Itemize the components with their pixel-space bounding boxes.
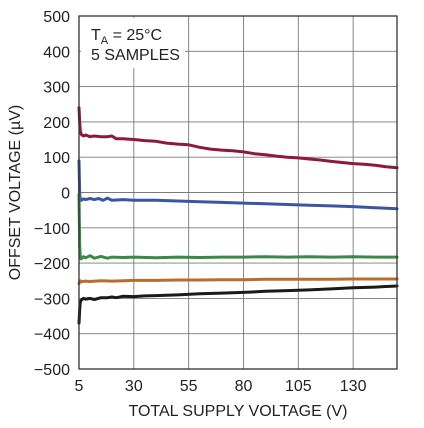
y-tick-label: 500 bbox=[43, 9, 70, 26]
plot-frame bbox=[78, 15, 398, 370]
x-axis-title: TOTAL SUPPLY VOLTAGE (V) bbox=[128, 403, 347, 420]
x-tick-label: 105 bbox=[285, 378, 312, 395]
y-tick-label: −500 bbox=[34, 362, 70, 379]
annotation-subscript: A bbox=[101, 35, 109, 47]
x-tick-label: 5 bbox=[75, 378, 84, 395]
y-tick-label: 300 bbox=[43, 80, 70, 97]
x-tick-label: 55 bbox=[180, 378, 198, 395]
grid-layer bbox=[78, 15, 397, 370]
series-line-1 bbox=[77, 106, 399, 170]
y-tick-label: −400 bbox=[34, 327, 70, 344]
x-tick-labels: 5 30 55 80 105 130 bbox=[75, 378, 367, 395]
series-line-2 bbox=[77, 159, 399, 211]
y-tick-label: −200 bbox=[34, 256, 70, 273]
annotation-background bbox=[81, 18, 185, 68]
annotation-temperature: TA = 25°C bbox=[91, 27, 162, 47]
y-tick-label: −100 bbox=[34, 221, 70, 238]
y-axis-title: OFFSET VOLTAGE (µV) bbox=[7, 105, 24, 280]
x-tick-label: 80 bbox=[235, 378, 253, 395]
annotation-samples: 5 SAMPLES bbox=[91, 47, 180, 64]
series-line-4 bbox=[77, 277, 399, 286]
series-line-5 bbox=[77, 284, 399, 325]
y-tick-label: 100 bbox=[43, 150, 70, 167]
x-tick-label: 30 bbox=[125, 378, 143, 395]
annotation-temperature-value: = 25°C bbox=[108, 27, 162, 44]
y-tick-label: −300 bbox=[34, 291, 70, 308]
y-tick-label: 200 bbox=[43, 115, 70, 132]
y-tick-label: 400 bbox=[43, 44, 70, 61]
x-tick-label: 130 bbox=[340, 378, 367, 395]
series-line-3 bbox=[77, 192, 399, 261]
annotation-box: TA = 25°C 5 SAMPLES bbox=[81, 18, 185, 68]
y-tick-labels: −500 −400 −300 −200 −100 0 100 200 300 400 500 bbox=[34, 9, 70, 379]
series-layer bbox=[77, 106, 399, 325]
y-tick-label: 0 bbox=[61, 186, 70, 203]
annotation-t: T bbox=[91, 27, 101, 44]
